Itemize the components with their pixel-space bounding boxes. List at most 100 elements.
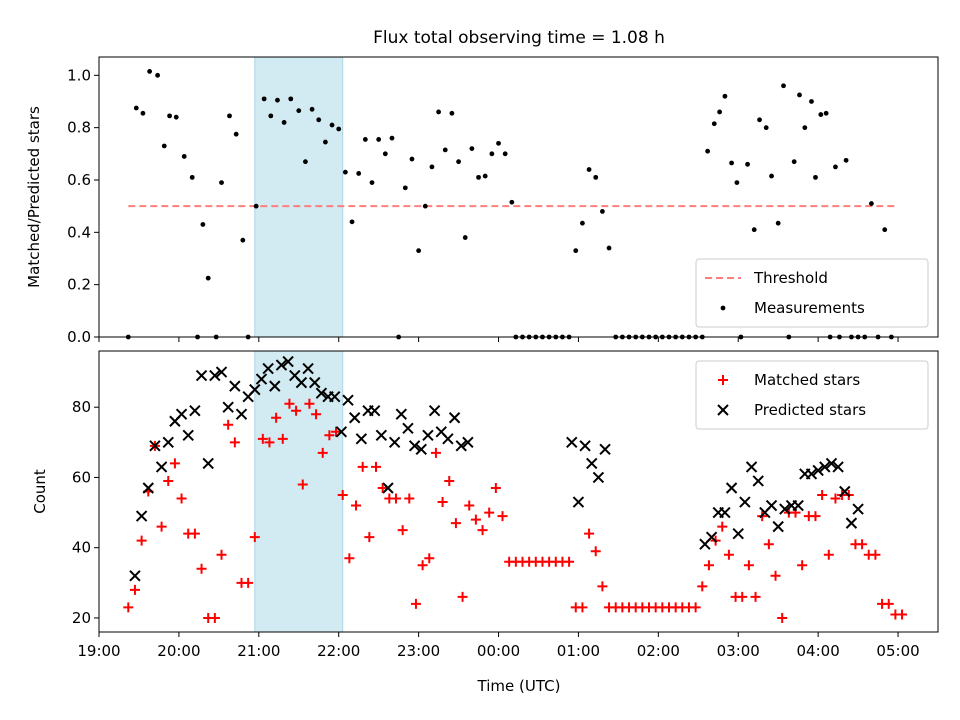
predicted-stars-point — [592, 471, 605, 484]
predicted-stars-point — [792, 499, 804, 512]
matched-stars-point — [770, 570, 781, 581]
y-tick-label: 0.0 — [67, 328, 91, 346]
x-tick-label: 21:00 — [237, 642, 280, 660]
ratio-axes-frame — [98, 56, 939, 338]
matched-stars-point — [477, 525, 488, 536]
matched-stars-point — [223, 419, 234, 430]
y-tick-label: 0.4 — [67, 223, 91, 241]
predicted-stars-point — [388, 436, 401, 449]
measurements-point — [476, 174, 481, 180]
predicted-stars-point — [135, 510, 148, 522]
matched-stars-point — [577, 602, 588, 613]
measurements-point — [843, 157, 849, 163]
ratio-legend: Threshold Measurements — [695, 258, 929, 328]
matched-stars-point — [870, 549, 881, 560]
predicted-stars-point — [779, 503, 791, 515]
legend-marker — [717, 404, 729, 416]
matched-stars-point — [277, 433, 288, 444]
predicted-stars-point — [599, 443, 611, 456]
matched-stars-point — [311, 409, 322, 420]
measurements-point — [155, 72, 160, 78]
x-tick-label: 22:00 — [317, 642, 360, 660]
matched-stars-point — [271, 412, 282, 423]
predicted-stars-point — [149, 440, 161, 452]
predicted-stars-point — [422, 429, 434, 442]
measurements-point — [296, 108, 302, 114]
predicted-stars-point — [566, 436, 578, 449]
matched-stars-point — [209, 612, 220, 623]
measurements-point — [797, 92, 802, 98]
predicted-stars-point — [329, 390, 341, 403]
predicted-stars-point — [448, 412, 461, 424]
predicted-stars-point — [249, 383, 261, 396]
measurements-point — [436, 109, 441, 115]
predicted-stars-point — [839, 485, 851, 498]
y-tick-label: 0.6 — [67, 171, 91, 189]
predicted-stars-point — [719, 506, 731, 519]
observing-window-band — [254, 350, 344, 633]
matched-stars-point — [229, 437, 240, 448]
legend-box — [695, 360, 929, 430]
matched-stars-point — [817, 490, 828, 501]
measurements-point — [606, 245, 612, 251]
predicted-stars-point — [402, 422, 414, 434]
measurements-point — [745, 161, 750, 167]
matched-stars-point — [337, 490, 348, 501]
legend-marker — [718, 375, 728, 385]
matched-stars-point — [196, 563, 207, 574]
predicted-stars-point — [415, 443, 427, 456]
measurements-point — [189, 174, 195, 180]
matched-stars-point — [169, 458, 180, 469]
matched-stars-point — [216, 549, 227, 560]
matched-stars-point — [284, 398, 295, 409]
matched-stars-point — [357, 461, 368, 472]
measurements-point — [356, 171, 362, 176]
matched-stars-point — [797, 560, 808, 571]
predicted-stars-point — [442, 433, 454, 445]
measurements-point — [462, 235, 468, 240]
matched-stars-point — [584, 528, 595, 539]
matched-stars-point — [364, 532, 375, 543]
measurements-point — [757, 117, 762, 123]
matched-stars-point — [371, 461, 382, 472]
predicted-stars-point — [355, 433, 368, 445]
measurements-point — [402, 185, 408, 191]
matched-stars-point — [597, 581, 608, 592]
predicted-stars-point — [812, 464, 824, 477]
matched-stars-point — [264, 437, 275, 448]
x-tick-label: 03:00 — [717, 642, 760, 660]
measurements-point — [227, 113, 232, 119]
measurements-point — [147, 68, 153, 74]
measurements-point — [376, 137, 382, 142]
predicted-stars-point — [586, 457, 598, 470]
predicted-stars-point — [382, 482, 394, 494]
legend-label: Matched stars — [754, 371, 860, 389]
measurements-point — [711, 121, 717, 127]
predicted-stars-point — [832, 461, 844, 473]
matched-stars-point — [176, 493, 187, 504]
predicted-stars-point — [295, 376, 308, 389]
measurements-point — [833, 164, 838, 170]
measurements-point — [233, 131, 239, 137]
count-marks — [123, 355, 908, 623]
predicted-stars-point — [209, 369, 221, 382]
measurements-point — [322, 139, 328, 145]
predicted-stars-point — [275, 359, 288, 371]
x-tick-label: 01:00 — [557, 642, 600, 660]
measurements-point — [791, 159, 797, 165]
predicted-stars-point — [189, 405, 201, 417]
predicted-stars-point — [229, 380, 241, 392]
measurements-point — [342, 169, 348, 175]
predicted-stars-point — [162, 436, 174, 449]
matched-stars-point — [257, 433, 268, 444]
figure-title: Flux total observing time = 1.08 h — [373, 28, 665, 48]
matched-stars-point — [450, 518, 461, 529]
measurements-point — [422, 203, 428, 209]
measurements-point — [882, 227, 888, 233]
predicted-stars-point — [222, 401, 234, 413]
measurements-point — [369, 180, 375, 186]
measurements-point — [496, 140, 501, 146]
predicted-stars-point — [269, 380, 281, 392]
legend-marker — [720, 305, 726, 311]
predicted-stars-point — [282, 355, 294, 368]
